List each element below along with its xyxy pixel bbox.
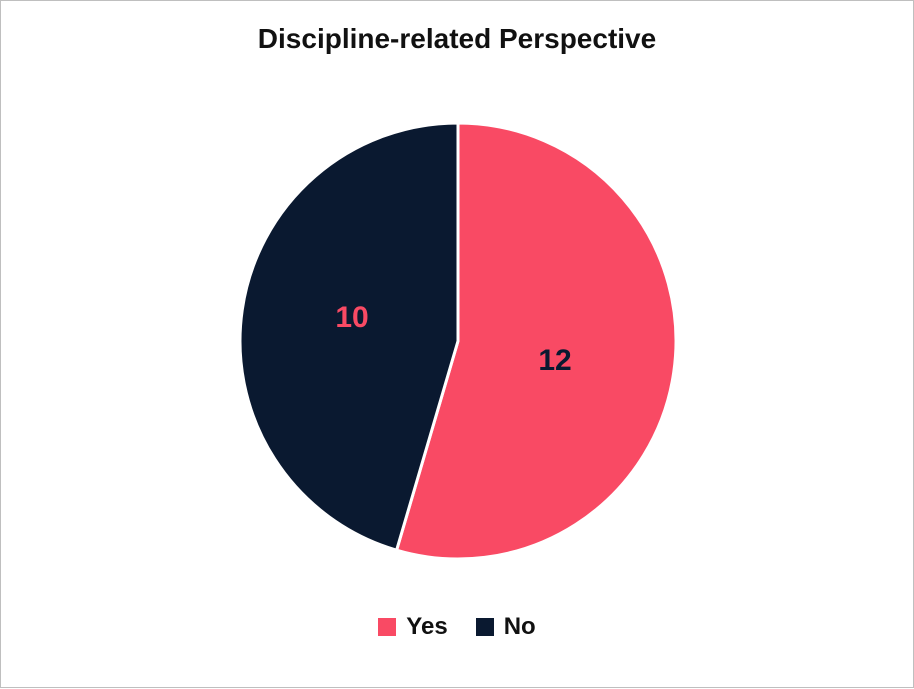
legend-label-no: No (504, 615, 536, 639)
slice-value-no: 10 (335, 301, 368, 334)
chart-frame: Discipline-related Perspective 1210 YesN… (0, 0, 914, 688)
legend-swatch-yes (378, 618, 396, 636)
legend-item-yes: Yes (378, 615, 447, 639)
pie-chart: 12 10 (1, 1, 914, 689)
legend-item-no: No (476, 615, 536, 639)
legend-swatch-no (476, 618, 494, 636)
legend: Yes No (1, 615, 913, 639)
slice-value-yes: 12 (538, 344, 571, 377)
legend-label-yes: Yes (406, 615, 447, 639)
